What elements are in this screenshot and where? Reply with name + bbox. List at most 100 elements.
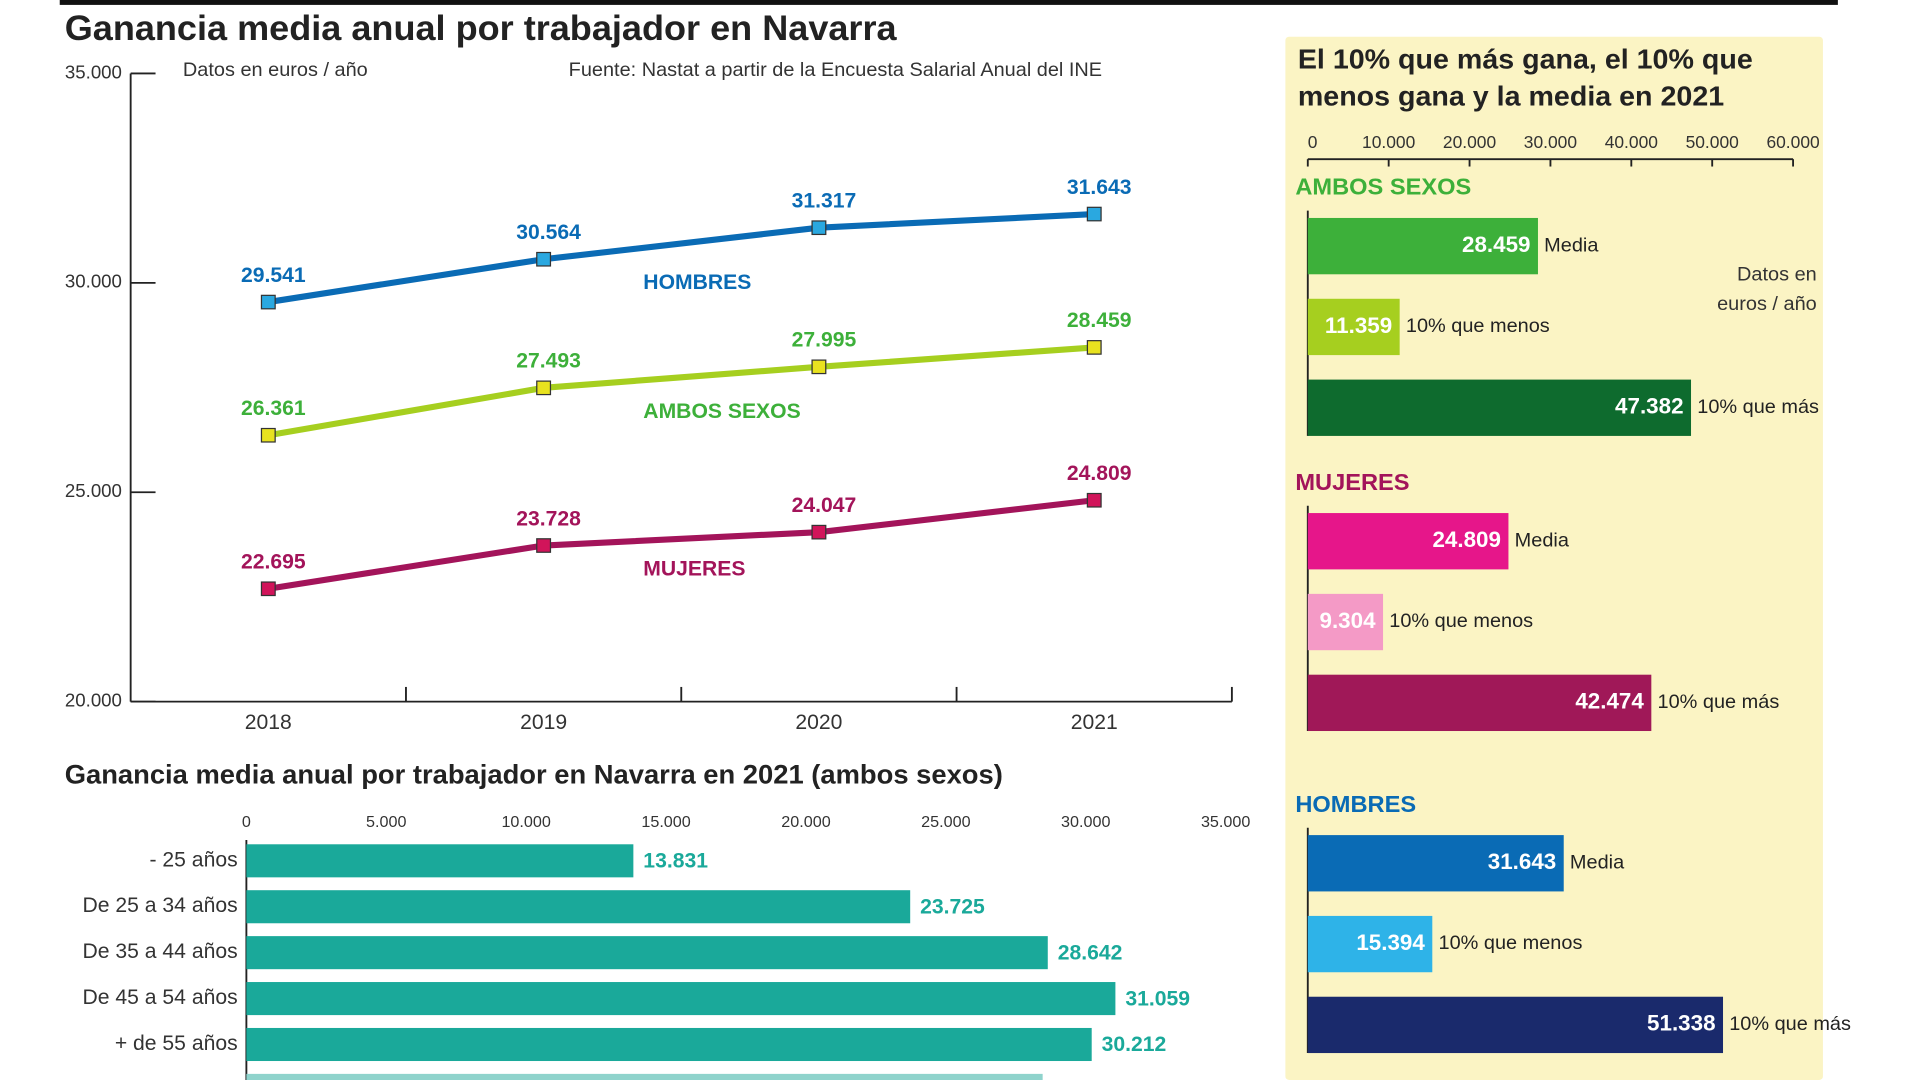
- value-label: 30.212: [1102, 1033, 1167, 1056]
- x-tick-label: 20.000: [781, 813, 831, 831]
- category-label: Media: [180, 1078, 238, 1080]
- group-label: MUJERES: [1295, 469, 1409, 495]
- value-label: 24.809: [1432, 527, 1501, 552]
- group-label: HOMBRES: [1295, 791, 1416, 817]
- marker: [536, 538, 552, 553]
- value-label: 27.493: [516, 350, 581, 373]
- series-label: HOMBRES: [643, 271, 751, 294]
- value-label: 26.361: [241, 397, 306, 420]
- category-label: De 45 a 54 años: [83, 986, 238, 1009]
- chart-title: Ganancia media anual por trabajador en N…: [65, 759, 1003, 790]
- bar: [246, 936, 1048, 970]
- top-rule: [59, 0, 1838, 5]
- value-label: 28.642: [1058, 942, 1123, 965]
- series-line: [267, 344, 1095, 439]
- marker: [811, 220, 827, 236]
- bar: [1307, 674, 1652, 732]
- value-label: 28.459: [1067, 309, 1132, 332]
- value-label: 29.541: [241, 264, 306, 287]
- x-tick-label: 0: [242, 813, 251, 831]
- chart-title-box: El 10% que más gana, el 10% que menos ga…: [1297, 42, 1753, 112]
- x-tick-label: 2019: [520, 711, 567, 734]
- x-tick-label: 30.000: [1524, 132, 1577, 152]
- note: Datos en euros / año: [1717, 264, 1817, 315]
- bar: [246, 1073, 1043, 1080]
- value-label: 27.995: [792, 329, 857, 352]
- value-label: 23.725: [920, 896, 985, 919]
- marker: [1086, 340, 1102, 355]
- x-tick-label: 40.000: [1605, 132, 1658, 152]
- category-label: 10% que más: [1697, 396, 1819, 418]
- bar: [1307, 593, 1384, 651]
- category-label: Media: [1515, 530, 1569, 552]
- marker: [536, 251, 552, 267]
- note-box: Datos en euros / año: [1717, 264, 1817, 315]
- x-tick-label: 20.000: [1443, 132, 1496, 152]
- x-tick-label: 35.000: [1201, 813, 1251, 831]
- category-label: 10% que menos: [1389, 610, 1533, 632]
- marker: [1086, 492, 1102, 508]
- category-label: 10% que más: [1658, 691, 1780, 713]
- chart-title: El 10% que más gana, el 10% que menos ga…: [1297, 42, 1753, 112]
- marker: [1086, 206, 1102, 222]
- value-label: 24.047: [792, 494, 857, 517]
- x-tick-label: 0: [1308, 132, 1318, 152]
- x-tick-label: 10.000: [1362, 132, 1415, 152]
- x-tick-label: 30.000: [1061, 813, 1111, 831]
- source: Fuente: Nastat a partir de la Encuesta S…: [569, 59, 1102, 81]
- category-label: 10% que más: [1729, 1013, 1851, 1035]
- marker: [536, 380, 552, 396]
- value-label: 31.643: [1488, 849, 1557, 874]
- marker: [260, 581, 276, 597]
- category-label: Media: [1544, 234, 1598, 256]
- marker: [811, 359, 827, 375]
- y-tick-label: 25.000: [65, 480, 122, 501]
- x-tick-label: 60.000: [1766, 132, 1819, 152]
- category-label: + de 55 años: [115, 1032, 238, 1055]
- marker: [260, 427, 276, 443]
- bar: [1307, 835, 1564, 892]
- x-tick-label: 25.000: [921, 813, 971, 831]
- value-label: 47.382: [1615, 394, 1684, 419]
- series-label: MUJERES: [643, 558, 745, 581]
- value-label: 28.459: [1462, 232, 1531, 257]
- x-tick-label: 10.000: [501, 813, 551, 831]
- x-tick-label: 5.000: [366, 813, 407, 831]
- bar: [1307, 915, 1433, 973]
- category-label: De 35 a 44 años: [83, 940, 238, 963]
- x-tick-label: 15.000: [641, 813, 691, 831]
- category-label: Media: [1570, 852, 1624, 874]
- y-tick-label: 30.000: [65, 271, 122, 292]
- series-line: [267, 210, 1095, 306]
- series-label: AMBOS SEXOS: [643, 400, 800, 423]
- subtitle: Datos en euros / año: [183, 59, 368, 81]
- value-label: 23.728: [516, 507, 581, 530]
- marker: [811, 524, 827, 540]
- value-label: 42.474: [1575, 689, 1644, 714]
- x-tick-label: 50.000: [1686, 132, 1739, 152]
- chart-title: Ganancia media anual por trabajador en N…: [65, 8, 898, 48]
- category-label: 10% que menos: [1439, 932, 1583, 954]
- value-label: 51.338: [1647, 1011, 1716, 1036]
- group-label: AMBOS SEXOS: [1295, 174, 1471, 200]
- value-label: 31.059: [1125, 987, 1190, 1010]
- value-label: 15.394: [1356, 930, 1425, 955]
- value-label: 9.304: [1320, 608, 1377, 633]
- y-tick-label: 35.000: [65, 61, 122, 82]
- value-label: 31.643: [1067, 176, 1132, 199]
- category-label: 10% que menos: [1406, 315, 1550, 337]
- x-tick-label: 2021: [1071, 711, 1118, 734]
- bar: [246, 890, 911, 924]
- bar: [1307, 379, 1692, 436]
- bar: [1307, 996, 1724, 1054]
- bar: [246, 844, 634, 878]
- bar: [1307, 217, 1538, 275]
- bar: [246, 1027, 1092, 1062]
- value-label: 13.831: [643, 850, 708, 873]
- value-label: 22.695: [241, 551, 306, 574]
- category-label: - 25 años: [150, 848, 238, 871]
- series-line: [267, 497, 1095, 592]
- bar: [1307, 513, 1509, 570]
- value-label: 31.317: [792, 190, 857, 213]
